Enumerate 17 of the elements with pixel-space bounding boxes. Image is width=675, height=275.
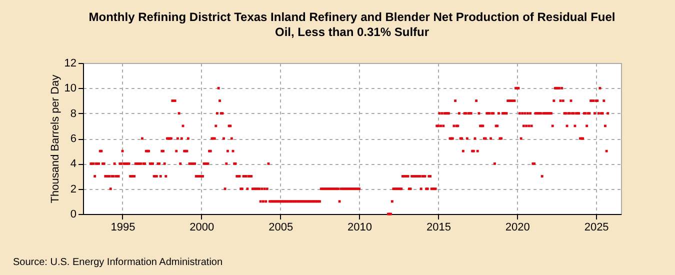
x-tick-label: 1995 bbox=[110, 222, 136, 234]
y-tick-label: 2 bbox=[70, 183, 76, 196]
y-tick-label: 10 bbox=[64, 82, 76, 95]
y-tick-label: 6 bbox=[70, 133, 76, 145]
source-note: Source: U.S. Energy Information Administration bbox=[13, 257, 223, 268]
y-tick-label: 4 bbox=[70, 158, 76, 170]
y-axis-title: Thousand Barrels per Day bbox=[49, 74, 62, 204]
x-tick-label: 2010 bbox=[348, 222, 372, 234]
y-tick-label: 12 bbox=[64, 58, 76, 70]
y-tick-label: 0 bbox=[70, 208, 76, 220]
x-tick-label: 2015 bbox=[426, 222, 451, 234]
x-tick-label: 2000 bbox=[190, 222, 214, 234]
x-tick-label: 2025 bbox=[584, 222, 609, 234]
y-tick-label: 8 bbox=[70, 108, 76, 120]
x-tick-label: 2020 bbox=[505, 222, 530, 234]
x-tick-label: 2005 bbox=[268, 222, 294, 234]
chart-title: Monthly Refining District Texas Inland Refinery and Blender Net Production of Residual Fuel Oil, Less than 0.31% Sulfur bbox=[88, 10, 616, 39]
